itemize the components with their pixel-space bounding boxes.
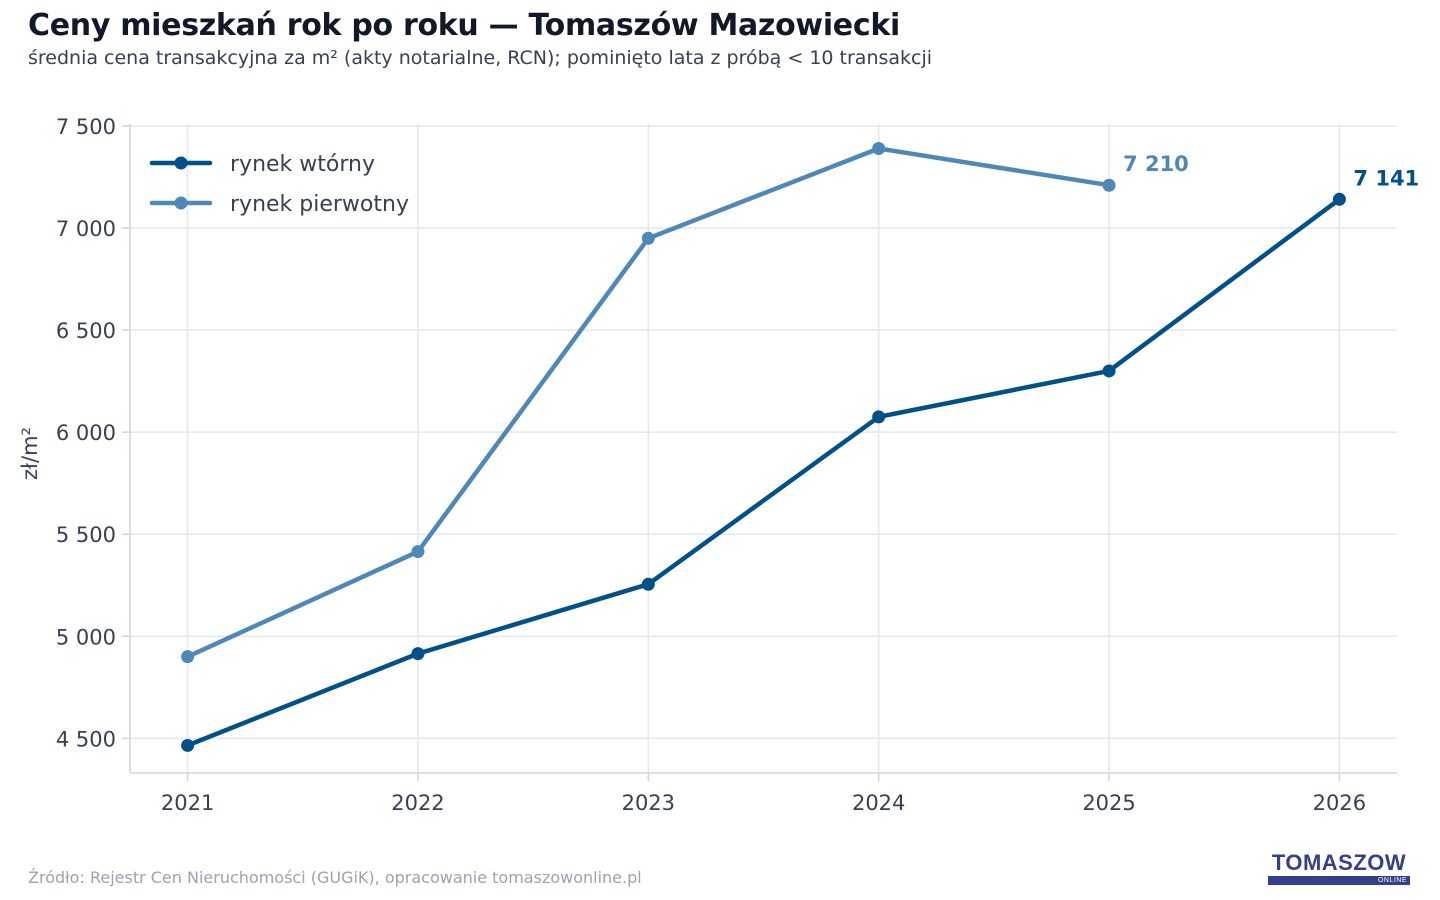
chart-subtitle: średnia cena transakcyjna za m² (akty no…: [28, 47, 933, 69]
y-tick-label: 5 500: [56, 523, 116, 547]
series-group: 7 210 7 141: [181, 141, 1419, 752]
legend: rynek wtórny rynek pierwotny: [149, 152, 409, 217]
legend-marker: [174, 196, 188, 210]
y-tick-label: 6 000: [56, 421, 116, 445]
y-axis-label: zł/m²: [18, 427, 42, 480]
chart-title: Ceny mieszkań rok po roku — Tomaszów Maz…: [28, 8, 900, 43]
data-point: [641, 577, 655, 591]
x-tick-label: 2023: [622, 791, 675, 815]
end-value-label: 7 210: [1123, 152, 1189, 176]
logo-bar: [1268, 876, 1410, 885]
x-tick-label: 2024: [852, 791, 905, 815]
series-line: [185, 197, 1342, 748]
legend-label: rynek pierwotny: [230, 192, 409, 217]
y-tick-label: 7 000: [56, 217, 116, 241]
end-value-label: 7 141: [1353, 166, 1419, 190]
site-logo[interactable]: TOMASZOW ONLINE: [1268, 851, 1410, 887]
data-point: [872, 410, 886, 424]
data-point: [1102, 364, 1116, 378]
y-tick-label: 7 500: [56, 115, 116, 139]
data-point: [1332, 192, 1346, 206]
x-tick-label: 2022: [391, 791, 444, 815]
logo-subtext: ONLINE: [1377, 877, 1407, 884]
x-tick-label: 2025: [1082, 791, 1135, 815]
axes: 4 500 5 000 5 500 6 000 6 500 7 000 7 500 2021 2…: [18, 115, 1397, 815]
data-point: [872, 141, 886, 155]
y-tick-label: 5 000: [56, 625, 116, 649]
source-note: Źródło: Rejestr Cen Nieruchomości (GUGiK…: [28, 868, 642, 887]
grid-lines: [130, 124, 1397, 773]
y-tick-label: 4 500: [56, 727, 116, 751]
data-point: [411, 545, 425, 559]
data-point: [181, 738, 195, 752]
data-point: [181, 650, 195, 664]
legend-marker: [174, 156, 188, 170]
data-point: [411, 647, 425, 661]
legend-label: rynek wtórny: [230, 152, 375, 177]
x-tick-label: 2026: [1313, 791, 1366, 815]
logo-text: TOMASZOW: [1271, 850, 1407, 875]
data-point: [1102, 178, 1116, 192]
y-tick-label: 6 500: [56, 319, 116, 343]
x-tick-label: 2021: [161, 791, 214, 815]
data-point: [641, 231, 655, 245]
